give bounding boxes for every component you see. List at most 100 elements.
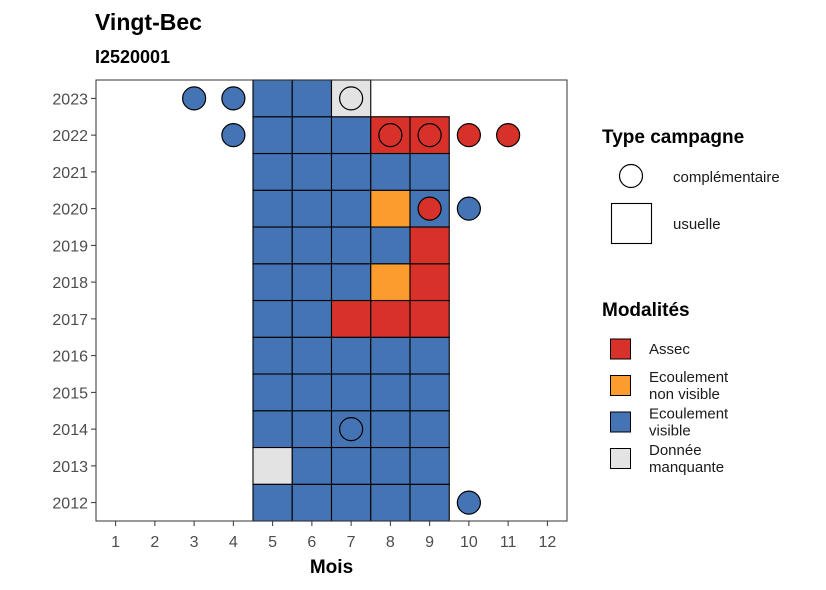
y-tick-label-2013: 2013 [52, 459, 88, 476]
tile-2022-7 [330, 116, 372, 155]
tile-2016-9 [409, 336, 450, 375]
tile-2014-5 [252, 410, 293, 449]
tile-2022-6 [291, 116, 333, 155]
tile-2015-6 [291, 373, 333, 412]
tile-2016-8 [370, 336, 411, 375]
tile-2019-8 [370, 226, 411, 265]
chart-subtitle: I2520001 [95, 47, 170, 67]
tile-2019-5 [252, 226, 293, 265]
tile-2015-7 [330, 373, 372, 412]
point-2014-7 [339, 417, 364, 442]
chart-title: Vingt-Bec [95, 9, 202, 35]
tile-2018-8 [370, 263, 411, 302]
legend-modalite-label-1-1: non visible [649, 386, 720, 403]
x-tick-label-10: 10 [460, 534, 478, 551]
tile-2015-5 [252, 373, 293, 412]
point-2023-4 [221, 86, 246, 111]
legend-modalite-key-2 [610, 411, 631, 433]
y-tick-label-2021: 2021 [52, 165, 88, 182]
y-tick-label-2019: 2019 [52, 238, 88, 255]
x-tick-label-8: 8 [386, 534, 395, 551]
tile-2019-7 [330, 226, 372, 265]
tile-2021-8 [370, 152, 411, 191]
x-tick-label-3: 3 [190, 534, 199, 551]
tile-2018-9 [409, 263, 450, 302]
tile-2017-6 [291, 299, 333, 338]
x-tick-label-7: 7 [347, 534, 356, 551]
tile-2012-9 [409, 483, 450, 522]
tile-2016-6 [291, 336, 333, 375]
x-axis-title: Mois [310, 557, 353, 578]
tile-2012-7 [330, 483, 372, 522]
point-2020-9 [417, 196, 442, 221]
tile-2014-8 [370, 410, 411, 449]
legend-complementaire-label: complémentaire [673, 169, 780, 186]
tile-2015-8 [370, 373, 411, 412]
legend-modalite-key-3 [610, 448, 631, 469]
tile-2013-5 [252, 446, 293, 485]
tile-2014-9 [409, 410, 450, 449]
x-tick-label-9: 9 [425, 534, 434, 551]
tile-2017-5 [252, 299, 293, 338]
point-2012-10 [456, 490, 481, 515]
tile-2020-6 [291, 189, 333, 228]
y-tick-label-2016: 2016 [52, 349, 88, 366]
y-tick-label-2023: 2023 [52, 91, 88, 108]
x-tick-label-6: 6 [307, 534, 316, 551]
point-2020-10 [456, 196, 481, 221]
tile-2023-6 [291, 79, 333, 118]
y-tick-label-2020: 2020 [52, 202, 88, 219]
legend-complementaire-key [618, 163, 644, 189]
tile-2013-8 [370, 446, 411, 485]
tile-2013-9 [409, 446, 450, 485]
x-tick-label-2: 2 [150, 534, 159, 551]
complementaire-points [182, 86, 521, 515]
legend-modalite-label-3-0: Donnée [649, 442, 702, 459]
plot-panel-border [95, 79, 568, 522]
y-tick-label-2017: 2017 [52, 312, 88, 329]
x-tick-label-5: 5 [268, 534, 277, 551]
y-tick-label-2022: 2022 [52, 128, 88, 145]
tile-2021-9 [409, 152, 450, 191]
legend-usuelle-label: usuelle [673, 216, 721, 233]
x-tick-label-11: 11 [500, 534, 517, 551]
point-2023-3 [182, 86, 207, 111]
legend-modalite-label-1-0: Ecoulement [649, 369, 729, 386]
point-2022-8 [378, 123, 403, 148]
legend-modalite-key-1 [610, 375, 631, 396]
tile-2020-5 [252, 189, 293, 228]
legend-type-title: Type campagne [602, 127, 744, 148]
legend-modalite-key-0 [610, 338, 631, 360]
y-tick-label-2014: 2014 [52, 422, 88, 439]
legend-type-campagne: Type campagne complémentaire usuelle [602, 127, 780, 245]
tile-2021-7 [330, 152, 372, 191]
tile-2016-5 [252, 336, 293, 375]
point-2022-4 [221, 123, 246, 148]
tile-2013-7 [330, 446, 372, 485]
tile-2015-9 [409, 373, 450, 412]
tile-2012-5 [252, 483, 293, 522]
tile-2017-7 [330, 299, 372, 338]
point-2022-10 [456, 123, 481, 148]
tile-2020-8 [370, 189, 411, 228]
tile-2012-8 [370, 483, 411, 522]
tile-2012-6 [291, 483, 333, 522]
tile-2013-6 [291, 446, 333, 485]
tile-2018-5 [252, 263, 293, 302]
tile-2017-8 [370, 299, 411, 338]
x-axis: 1 2 3 4 5 6 7 8 9 10 11 12 [111, 521, 556, 551]
legend-modalite-label-3-1: manquante [649, 459, 724, 476]
y-tick-label-2012: 2012 [52, 496, 88, 513]
x-tick-label-4: 4 [229, 534, 238, 551]
x-tick-label-12: 12 [538, 534, 556, 551]
tile-2018-7 [330, 263, 372, 302]
tile-2021-5 [252, 152, 293, 191]
point-2022-9 [417, 123, 442, 148]
point-2023-7 [339, 86, 364, 111]
legend-modalite-label-2-1: visible [649, 423, 691, 440]
legend-usuelle-key [610, 202, 653, 245]
legend-modalite-label-2-0: Ecoulement [649, 406, 729, 423]
legend-modalite-label-0-0: Assec [649, 341, 690, 358]
